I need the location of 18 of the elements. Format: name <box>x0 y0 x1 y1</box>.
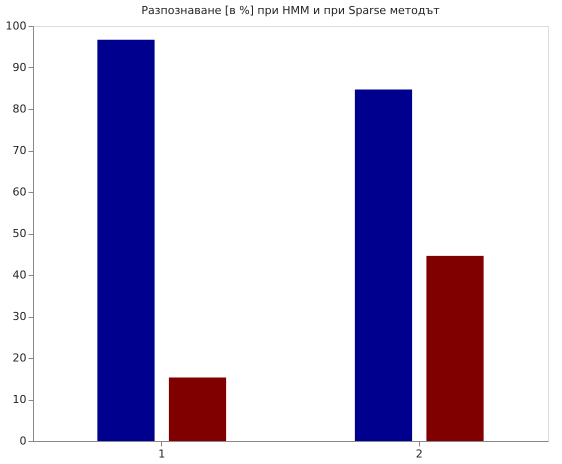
bar <box>426 256 484 441</box>
y-tick-label: 80 <box>12 102 26 116</box>
y-tick-label: 70 <box>12 144 26 157</box>
y-tick-label: 90 <box>12 61 26 74</box>
y-tick-label: 30 <box>12 310 26 323</box>
x-tick-label: 1 <box>158 448 166 460</box>
bar <box>168 378 226 441</box>
y-tick-label: 10 <box>12 393 26 406</box>
chart-title: Разпознаване [в %] при HMM и при Sparse методът <box>141 4 440 17</box>
y-tick-label: 100 <box>6 20 26 32</box>
y-tick-label: 40 <box>12 268 26 282</box>
y-tick-label: 50 <box>12 227 26 240</box>
bar <box>97 40 155 441</box>
x-tick-label: 2 <box>416 448 423 460</box>
y-tick-label: 0 <box>20 434 26 448</box>
bar <box>354 89 412 441</box>
y-tick-label: 60 <box>12 186 26 198</box>
y-tick-label: 20 <box>12 352 26 364</box>
